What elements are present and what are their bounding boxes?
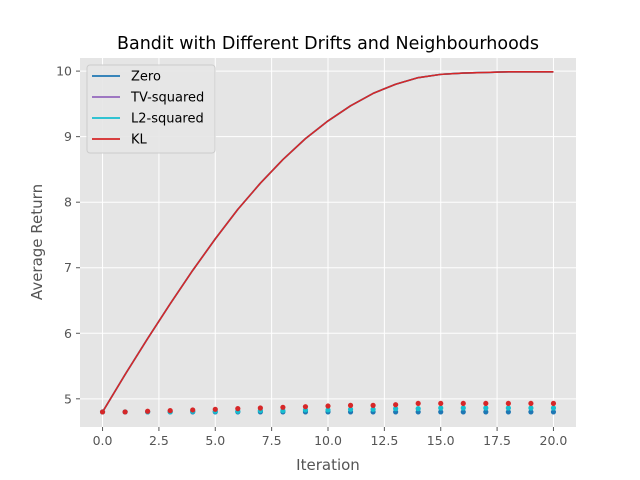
scatter-point bbox=[438, 405, 444, 411]
scatter-point bbox=[280, 404, 286, 410]
scatter-point bbox=[505, 405, 511, 411]
y-tick-label: 9 bbox=[64, 129, 72, 144]
x-tick-label: 7.5 bbox=[262, 433, 282, 448]
scatter-point bbox=[325, 407, 331, 413]
scatter-point bbox=[460, 405, 466, 411]
x-tick-label: 17.5 bbox=[483, 433, 511, 448]
scatter-point bbox=[393, 406, 399, 412]
scatter-point bbox=[370, 402, 376, 408]
y-tick-label: 10 bbox=[56, 64, 72, 79]
y-axis-label: Average Return bbox=[28, 184, 46, 300]
y-tick-label: 7 bbox=[64, 260, 72, 275]
y-tick-label: 5 bbox=[64, 391, 72, 406]
legend-label: TV-squared bbox=[130, 91, 204, 106]
scatter-point bbox=[212, 406, 218, 412]
scatter-point bbox=[370, 406, 376, 412]
scatter-point bbox=[302, 404, 309, 410]
scatter-point bbox=[550, 405, 557, 411]
scatter-point bbox=[483, 409, 489, 415]
scatter-point bbox=[325, 403, 331, 409]
y-tick-label: 8 bbox=[64, 195, 72, 210]
scatter-point bbox=[415, 400, 421, 407]
scatter-point bbox=[347, 406, 354, 412]
scatter-point bbox=[99, 409, 106, 415]
scatter-point bbox=[550, 400, 557, 407]
legend-label: KL bbox=[131, 133, 148, 148]
series-lines bbox=[101, 70, 554, 413]
scatter-point bbox=[528, 405, 534, 411]
legend-box bbox=[86, 64, 216, 154]
scatter-point bbox=[415, 406, 421, 412]
scatter-point bbox=[483, 400, 489, 407]
scatter-point bbox=[460, 409, 466, 415]
scatter-points bbox=[99, 400, 557, 415]
scatter-point bbox=[505, 409, 511, 415]
scatter-point bbox=[483, 405, 489, 411]
y-tick-label: 6 bbox=[64, 326, 72, 341]
scatter-point bbox=[528, 409, 534, 415]
x-tick-label: 12.5 bbox=[370, 433, 398, 448]
x-tick-label: 0.0 bbox=[93, 433, 113, 448]
scatter-point bbox=[257, 405, 263, 411]
x-tick-label: 10.0 bbox=[314, 433, 342, 448]
axis-ticks: 0.0 2.5 5.0 7.5 10.0 12.5 15.0 17.5 20.0 5 6 7 8 9 10 bbox=[56, 64, 567, 448]
scatter-point bbox=[550, 409, 557, 415]
scatter-point bbox=[460, 400, 466, 407]
x-axis-label: Iteration bbox=[296, 456, 360, 474]
scatter-point bbox=[235, 406, 241, 412]
scatter-point bbox=[347, 402, 354, 408]
series-line-kl bbox=[101, 70, 554, 413]
scatter-point bbox=[393, 402, 399, 408]
scatter-point bbox=[438, 400, 444, 407]
scatter-point bbox=[145, 408, 151, 414]
legend-label: Zero bbox=[131, 70, 161, 85]
scatter-point bbox=[190, 407, 196, 413]
scatter-point bbox=[528, 400, 534, 407]
x-tick-label: 20.0 bbox=[540, 433, 568, 448]
x-tick-label: 2.5 bbox=[149, 433, 169, 448]
scatter-point bbox=[438, 409, 444, 415]
scatter-point bbox=[505, 400, 511, 407]
x-tick-label: 5.0 bbox=[205, 433, 225, 448]
scatter-point bbox=[122, 409, 128, 415]
x-tick-label: 15.0 bbox=[427, 433, 455, 448]
legend-label: L2-squared bbox=[131, 112, 204, 127]
chart-title: Bandit with Different Drifts and Neighbo… bbox=[117, 34, 539, 54]
legend: Zero TV-squared L2-squared KL bbox=[86, 64, 216, 154]
scatter-point bbox=[167, 408, 173, 414]
